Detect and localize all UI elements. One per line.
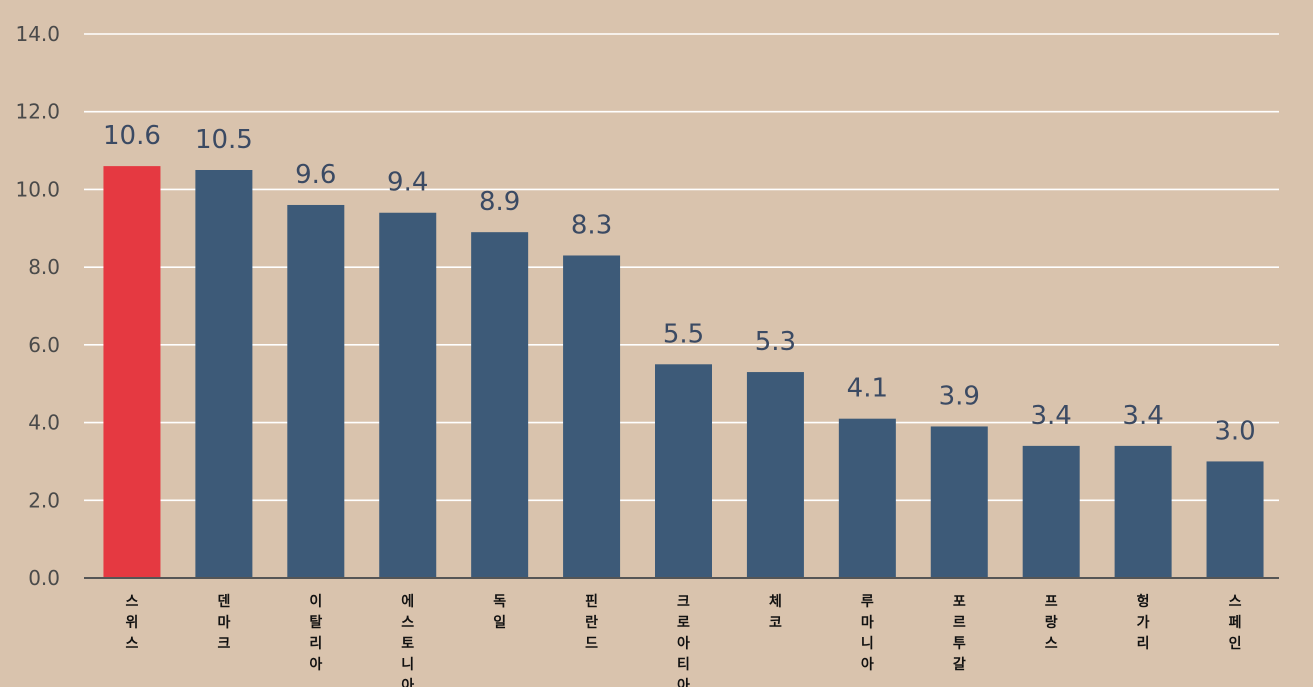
y-tick-label: 2.0 <box>28 488 60 512</box>
x-category-label: 일 <box>493 615 506 631</box>
bars <box>103 166 1264 578</box>
x-category-label: 투 <box>953 636 966 652</box>
x-category-label: 로 <box>677 615 690 631</box>
bar-value-label: 10.6 <box>103 121 161 151</box>
x-category-label: 독 <box>493 594 506 610</box>
x-category-label: 스 <box>126 594 139 610</box>
bar <box>379 212 437 578</box>
y-tick-label: 0.0 <box>28 566 60 590</box>
x-category-label: 니 <box>401 657 414 673</box>
x-category-label: 탈 <box>309 615 322 631</box>
bar-value-label: 8.3 <box>571 210 612 240</box>
x-category-label: 아 <box>401 677 414 687</box>
y-tick-label: 14.0 <box>15 22 60 46</box>
bar-value-label: 3.9 <box>939 381 980 411</box>
y-axis-ticks: 0.0 2.0 4.0 6.0 8.0 10.0 12.0 14.0 <box>15 22 60 590</box>
y-tick-label: 8.0 <box>28 255 60 279</box>
gridlines <box>84 33 1279 502</box>
x-category-label: 위 <box>126 615 139 631</box>
x-category-label: 페 <box>1229 615 1242 631</box>
x-category-label: 아 <box>861 656 874 673</box>
x-category-label: 크 <box>677 594 690 610</box>
x-category-label: 가 <box>1137 615 1150 631</box>
bar <box>838 418 896 578</box>
bar <box>195 170 253 578</box>
bar <box>103 166 161 578</box>
x-category-label: 드 <box>585 636 598 652</box>
x-category-label: 아 <box>677 635 690 652</box>
x-category-label: 갈 <box>953 657 966 673</box>
y-tick-label: 10.0 <box>15 177 60 201</box>
x-category-label: 르 <box>953 615 966 631</box>
x-category-label: 아 <box>677 677 690 687</box>
x-category-label: 프 <box>1045 594 1058 610</box>
x-category-label: 스 <box>401 615 414 631</box>
x-category-label: 헝 <box>1137 593 1150 610</box>
x-category-label: 리 <box>1137 636 1150 652</box>
x-category-label: 티 <box>677 657 690 673</box>
bar-value-label: 3.4 <box>1031 401 1072 431</box>
x-category-label: 덴 <box>217 594 230 610</box>
bar-value-label: 5.3 <box>755 327 796 357</box>
x-axis-categories: 스위스덴마크이탈리아에스토니아독일핀란드크로아티아체코루마니아포르투갈프랑스헝가… <box>126 593 1242 687</box>
x-category-label: 에 <box>401 594 414 610</box>
x-category-label: 핀 <box>585 594 598 610</box>
x-category-label: 란 <box>585 614 598 631</box>
y-tick-label: 12.0 <box>15 100 60 124</box>
x-category-label: 포 <box>953 594 966 610</box>
value-labels: 10.6 10.5 9.6 9.4 8.9 8.3 5.5 5.3 4.1 3.9 3.4 3.4 3.… <box>103 121 1256 446</box>
bar <box>1206 461 1264 578</box>
bar <box>655 364 712 578</box>
bar <box>1114 445 1172 578</box>
x-category-label: 아 <box>309 656 322 673</box>
x-category-label: 루 <box>861 594 874 610</box>
x-category-label: 이 <box>309 593 322 610</box>
bar-value-label: 3.0 <box>1214 416 1255 446</box>
x-category-label: 리 <box>309 636 322 652</box>
x-category-label: 스 <box>1045 636 1058 652</box>
x-category-label: 스 <box>1229 594 1242 610</box>
x-category-label: 인 <box>1229 635 1242 652</box>
bar <box>287 204 345 578</box>
bar <box>471 232 529 578</box>
bar-value-label: 5.5 <box>663 319 704 349</box>
bar-value-label: 9.4 <box>387 168 428 198</box>
x-category-label: 토 <box>401 636 414 652</box>
x-category-label: 마 <box>861 615 874 631</box>
bar <box>746 372 804 578</box>
x-category-label: 크 <box>217 636 230 652</box>
bar <box>930 426 988 578</box>
y-tick-label: 6.0 <box>28 333 60 357</box>
bar <box>1022 445 1080 578</box>
bar-value-label: 9.6 <box>295 160 336 190</box>
x-category-label: 니 <box>861 636 874 652</box>
bar-value-label: 4.1 <box>847 374 888 404</box>
bar-value-label: 8.9 <box>479 187 520 217</box>
x-category-label: 코 <box>769 615 782 631</box>
x-category-label: 랑 <box>1045 615 1058 631</box>
x-category-label: 스 <box>126 636 139 652</box>
bar <box>563 255 621 578</box>
y-tick-label: 4.0 <box>28 411 60 435</box>
x-category-label: 체 <box>769 594 782 610</box>
bar-value-label: 3.4 <box>1122 401 1163 431</box>
x-category-label: 마 <box>217 615 230 631</box>
bar-value-label: 10.5 <box>195 125 253 155</box>
